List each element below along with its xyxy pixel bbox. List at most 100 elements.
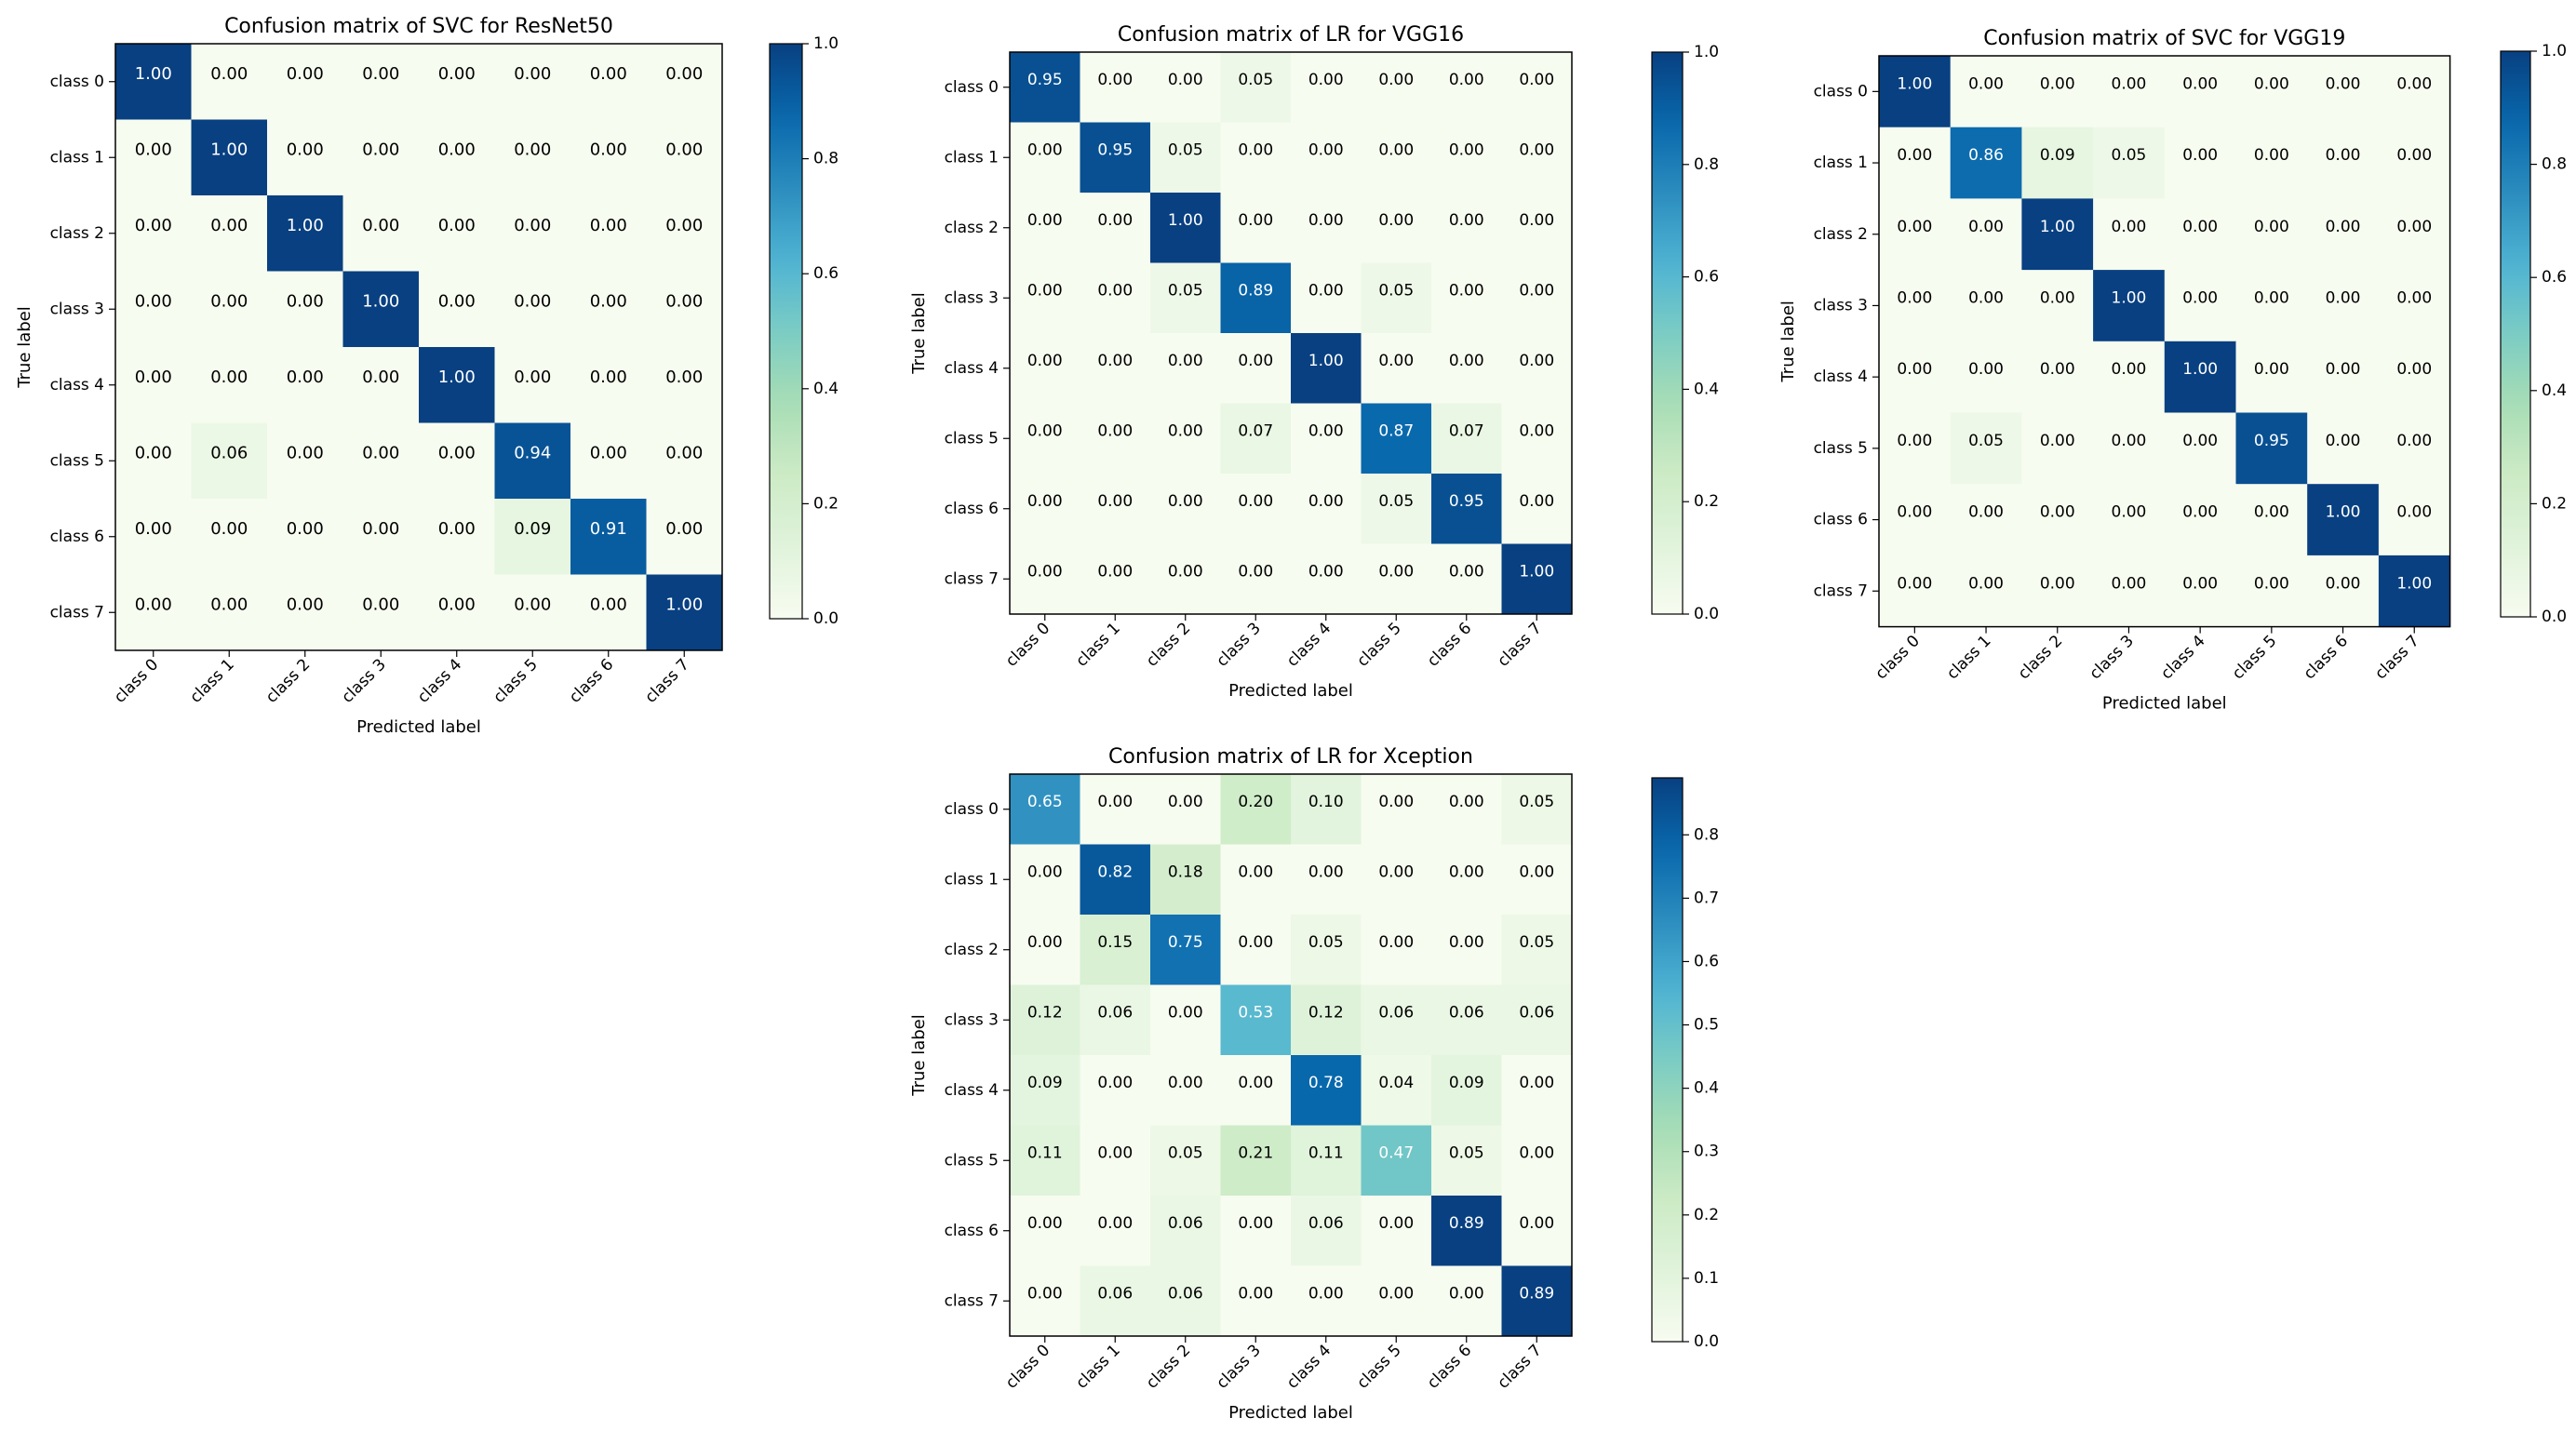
heatmap-cell xyxy=(2164,412,2236,485)
cell-value-label: 0.05 xyxy=(2112,146,2147,165)
cell-value-label: 0.00 xyxy=(1519,862,1554,881)
cell-value-label: 0.09 xyxy=(2040,146,2075,165)
cell-value-label: 0.00 xyxy=(1968,503,2004,522)
cell-value-label: 1.00 xyxy=(1519,562,1554,581)
heatmap-cell xyxy=(419,347,495,423)
cell-value-label: 0.00 xyxy=(590,140,627,159)
cell-value-label: 0.00 xyxy=(1097,71,1133,89)
heatmap-cell xyxy=(1431,1055,1502,1126)
heatmap-cell xyxy=(2093,412,2166,485)
heatmap-cell xyxy=(1080,474,1151,544)
x-tick-label: class 5 xyxy=(2229,632,2280,683)
x-tick-label: class 1 xyxy=(1072,619,1123,670)
cell-value-label: 1.00 xyxy=(2182,360,2218,379)
cell-value-label: 0.00 xyxy=(1449,933,1484,952)
heatmap-cell xyxy=(646,195,723,272)
heatmap-cell xyxy=(115,195,192,272)
x-tick-label: class 6 xyxy=(1424,1341,1475,1392)
heatmap-cell xyxy=(1220,474,1292,544)
heatmap-cell xyxy=(1150,262,1221,334)
cell-value-label: 0.00 xyxy=(438,140,476,159)
cell-value-label: 0.00 xyxy=(210,519,248,539)
heatmap-cell xyxy=(1150,1265,1221,1337)
cell-value-label: 0.00 xyxy=(1449,71,1484,89)
heatmap-cell xyxy=(2164,198,2236,271)
cell-value-label: 0.00 xyxy=(2326,146,2361,165)
heatmap-cell xyxy=(1950,56,2022,128)
cell-value-label: 0.00 xyxy=(1308,492,1344,511)
heatmap-cell xyxy=(342,195,420,272)
cell-value-label: 0.05 xyxy=(1968,432,2004,450)
heatmap-cell xyxy=(2021,555,2094,628)
cell-value-label: 0.00 xyxy=(2254,288,2289,307)
cell-value-label: 0.00 xyxy=(362,140,399,159)
colorbar-tick-label: 0.5 xyxy=(1694,1016,1719,1035)
cell-value-label: 0.00 xyxy=(362,519,399,539)
cell-value-label: 0.00 xyxy=(1238,1214,1273,1233)
cell-value-label: 0.00 xyxy=(1027,1284,1063,1303)
y-axis-label: True label xyxy=(15,306,34,389)
heatmap-cell xyxy=(1220,403,1292,475)
y-tick-label: class 3 xyxy=(1814,296,1868,314)
cell-value-label: 0.00 xyxy=(2182,432,2218,450)
cell-value-label: 0.15 xyxy=(1097,933,1133,952)
cell-value-label: 0.00 xyxy=(135,595,172,614)
cell-value-label: 0.09 xyxy=(1027,1074,1063,1092)
colorbar-tick-label: 0.8 xyxy=(1694,825,1719,844)
cell-value-label: 0.00 xyxy=(2326,574,2361,593)
heatmap-cell xyxy=(1080,52,1151,123)
cell-value-label: 0.00 xyxy=(287,291,324,311)
cell-value-label: 0.00 xyxy=(1027,281,1063,300)
cell-value-label: 0.00 xyxy=(2396,503,2432,522)
cell-value-label: 0.00 xyxy=(1238,140,1273,159)
heatmap-cell xyxy=(267,195,343,272)
cell-value-label: 0.09 xyxy=(1449,1074,1484,1092)
cell-value-label: 1.00 xyxy=(2040,218,2075,236)
cell-value-label: 0.00 xyxy=(514,64,551,84)
cell-value-label: 0.00 xyxy=(438,64,476,84)
cell-value-label: 0.00 xyxy=(1897,574,1932,593)
cell-value-label: 0.00 xyxy=(665,216,703,235)
cell-value-label: 0.00 xyxy=(135,368,172,387)
cell-value-label: 0.06 xyxy=(1168,1284,1203,1303)
colorbar-tick-label: 0.6 xyxy=(1694,268,1719,287)
heatmap-cell xyxy=(2307,341,2380,413)
heatmap-cell xyxy=(267,574,343,651)
heatmap-cell xyxy=(2378,555,2451,628)
heatmap-cell xyxy=(419,271,495,348)
colorbar xyxy=(1651,777,1684,1343)
cell-value-label: 0.07 xyxy=(1449,421,1484,440)
y-tick-label: class 3 xyxy=(945,1010,999,1029)
heatmap-cell xyxy=(2235,412,2308,485)
cell-value-label: 0.06 xyxy=(1097,1003,1133,1022)
heatmap-cell xyxy=(2378,412,2451,485)
heatmap-cell xyxy=(1080,984,1151,1056)
heatmap-cell xyxy=(1150,1196,1221,1266)
cell-value-label: 0.12 xyxy=(1027,1003,1063,1022)
cell-value-label: 0.75 xyxy=(1168,933,1203,952)
cell-value-label: 0.00 xyxy=(665,64,703,84)
chart-title: Confusion matrix of SVC for VGG19 xyxy=(1983,27,2345,50)
heatmap-cell xyxy=(1150,122,1221,194)
x-tick-label: class 7 xyxy=(1494,1341,1545,1392)
heatmap-cell xyxy=(1361,403,1432,475)
cell-value-label: 0.00 xyxy=(2326,74,2361,93)
x-tick-label: class 6 xyxy=(1424,619,1475,670)
cell-value-label: 0.95 xyxy=(2254,432,2289,450)
cell-value-label: 0.00 xyxy=(1519,211,1554,230)
heatmap-cell xyxy=(1431,52,1502,123)
cell-value-label: 0.00 xyxy=(2396,288,2432,307)
confusion-matrix-panel-1: 1.00 0.00 0.00 0.00 0.00 0.00 0.00 0.000.00 1.00… xyxy=(15,15,839,737)
heatmap-cell xyxy=(267,499,343,575)
cell-value-label: 0.00 xyxy=(2112,503,2147,522)
y-tick-label: class 2 xyxy=(50,224,104,243)
cell-value-label: 0.47 xyxy=(1378,1143,1414,1162)
y-tick-label: class 4 xyxy=(50,376,104,394)
cell-value-label: 0.00 xyxy=(1238,211,1273,230)
heatmap-cell xyxy=(1150,844,1221,916)
heatmap-cell xyxy=(267,347,343,423)
heatmap-cell xyxy=(1150,1055,1221,1126)
heatmap-cell xyxy=(267,44,343,120)
heatmap-cell xyxy=(2021,341,2094,413)
heatmap-cell xyxy=(1150,543,1221,615)
